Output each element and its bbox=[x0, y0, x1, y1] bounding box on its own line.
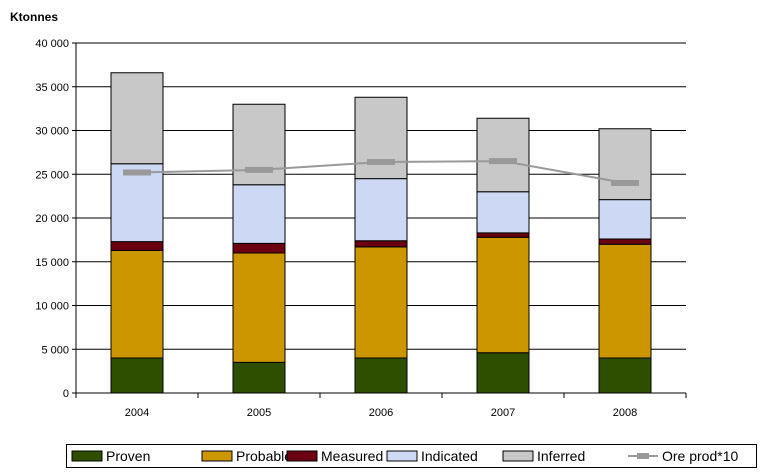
legend-label: Indicated bbox=[421, 448, 478, 464]
bar-proven-2008 bbox=[598, 357, 652, 394]
bar-indicated-2004 bbox=[110, 163, 164, 243]
bar-measured-2004 bbox=[110, 241, 164, 251]
y-tick-label: 10 000 bbox=[35, 301, 69, 313]
legend-swatch-measured bbox=[286, 450, 318, 462]
point-ore-prod-2007 bbox=[489, 158, 517, 165]
bar-probable-2004 bbox=[110, 249, 164, 359]
legend-swatch-inferred bbox=[502, 450, 534, 462]
y-tick-label: 20 000 bbox=[35, 213, 69, 225]
y-tick-label: 40 000 bbox=[35, 38, 69, 50]
bar-inferred-2007 bbox=[476, 117, 530, 193]
bar-probable-2005 bbox=[232, 252, 286, 363]
bar-probable-2007 bbox=[476, 236, 530, 354]
y-tick-label: 15 000 bbox=[35, 257, 69, 269]
axes bbox=[72, 42, 687, 398]
x-tick-label: 2006 bbox=[369, 407, 393, 419]
y-tick-labels: 0 5 000 10 000 15 000 20 000 25 000 30 000 35 0… bbox=[35, 38, 69, 400]
legend: Proven Probable Measured Indicated Inferred O… bbox=[66, 444, 757, 468]
x-tick-label: 2007 bbox=[491, 407, 515, 419]
bar-measured-2005 bbox=[232, 242, 286, 254]
legend-swatch-indicated bbox=[386, 450, 418, 462]
bar-indicated-2006 bbox=[354, 178, 408, 242]
bar-stacks bbox=[110, 72, 652, 394]
y-tick-label: 25 000 bbox=[35, 169, 69, 181]
bar-inferred-2006 bbox=[354, 96, 408, 180]
bar-indicated-2005 bbox=[232, 184, 286, 244]
y-tick-label: 35 000 bbox=[35, 82, 69, 94]
bar-inferred-2004 bbox=[110, 72, 164, 165]
ore-prod-line bbox=[123, 158, 639, 186]
bar-measured-2006 bbox=[354, 240, 408, 248]
point-ore-prod-2005 bbox=[245, 166, 273, 173]
bar-proven-2005 bbox=[232, 361, 286, 394]
y-tick-label: 30 000 bbox=[35, 126, 69, 138]
legend-label: Inferred bbox=[537, 448, 585, 464]
bar-proven-2006 bbox=[354, 357, 408, 394]
legend-label: Probable bbox=[236, 448, 292, 464]
x-tick-label: 2005 bbox=[247, 407, 271, 419]
bar-measured-2008 bbox=[598, 238, 652, 245]
y-tick-label: 5 000 bbox=[41, 344, 69, 356]
bar-proven-2004 bbox=[110, 357, 164, 394]
bar-indicated-2008 bbox=[598, 199, 652, 240]
x-tick-label: 2008 bbox=[613, 407, 637, 419]
legend-swatch-proven bbox=[71, 450, 103, 462]
y-tick-label: 0 bbox=[63, 388, 69, 400]
legend-label: Proven bbox=[106, 448, 150, 464]
bar-probable-2008 bbox=[598, 243, 652, 359]
legend-label: Measured bbox=[321, 448, 383, 464]
legend-swatch-ore-prod-marker bbox=[637, 453, 649, 459]
point-ore-prod-2004 bbox=[123, 169, 151, 176]
point-ore-prod-2008 bbox=[611, 180, 639, 186]
legend-swatch-probable bbox=[201, 450, 233, 462]
bar-probable-2006 bbox=[354, 246, 408, 359]
y-unit-label: Ktonnes bbox=[10, 10, 58, 24]
legend-label: Ore prod*10 bbox=[662, 448, 738, 464]
x-tick-labels: 2004 2005 2006 2007 2008 bbox=[125, 407, 637, 419]
bar-measured-2007 bbox=[476, 232, 530, 238]
bar-proven-2007 bbox=[476, 352, 530, 394]
bar-indicated-2007 bbox=[476, 191, 530, 234]
point-ore-prod-2006 bbox=[367, 159, 395, 165]
x-tick-label: 2004 bbox=[125, 407, 149, 419]
bar-inferred-2008 bbox=[598, 128, 652, 201]
